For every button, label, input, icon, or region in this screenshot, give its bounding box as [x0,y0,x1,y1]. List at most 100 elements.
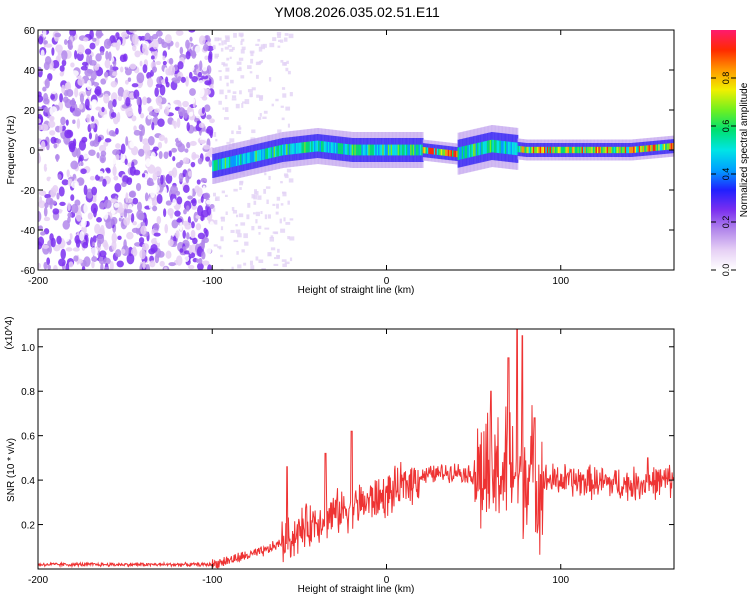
spectrogram-cell [241,249,245,253]
spectrogram-cell [261,268,266,270]
y-tick-label: 0.4 [21,476,35,487]
spectrogram-cell [127,111,134,116]
spectrogram-cell [385,144,388,156]
spectrogram-cell [286,144,289,155]
spectrogram-cell [491,139,494,153]
spectrogram-cell [253,195,258,200]
spectrogram-cell [272,203,276,206]
spectrogram-cell [129,141,135,149]
spectrogram-cell [297,142,300,154]
spectrogram-cell [96,217,102,223]
spectrogram-cell [205,244,212,255]
spectrogram-cell [237,264,242,269]
spectrogram-cell [268,77,272,82]
spectrogram-cell [103,242,109,251]
spectrogram-cell [221,190,225,194]
spectrogram-cell [50,187,57,198]
spectrogram-cell [101,106,105,113]
spectrogram-cell [503,141,506,154]
spectrogram-cell [55,153,59,162]
spectrogram-cell [160,174,164,185]
spectrogram-cell [103,38,112,50]
spectrogram-cell [205,156,211,162]
spectrogram-cell [186,122,190,132]
spectrogram-cell [113,202,120,208]
spectrogram-cell [119,46,123,52]
spectrogram-cell [96,152,100,159]
spectrogram-cell [207,53,213,64]
spectrogram-cell [157,250,165,258]
spectrogram-cell [124,79,129,85]
spectrogram-cell [284,174,289,179]
spectrogram-cell [115,143,121,149]
spectrogram-cell [203,88,212,96]
spectrogram-cell [132,44,137,52]
spectrogram-cell [250,58,254,64]
spectrogram-cell [74,87,79,98]
spectrogram-cell [142,43,148,55]
spectrogram-cell [185,51,191,60]
spectrogram-cell [563,146,566,154]
spectrogram-cell [251,194,256,199]
spectrogram-cell [289,257,293,262]
spectrogram-cell [287,123,290,128]
spectrogram-cell [154,166,162,177]
y-tick-label: 0.2 [21,521,35,532]
spectrogram-cell [131,115,137,122]
spectrogram-cell [151,33,159,40]
spectrogram-cell [520,146,523,153]
spectrogram-cell [84,250,90,257]
spectrogram-cell [426,147,430,154]
spectrogram-cell [592,146,596,154]
spectrogram-cell [155,61,162,66]
spectrogram-cell [630,146,633,154]
spectrogram-cell [175,230,180,239]
spectrogram-cell [348,144,352,156]
spectrogram-cell [177,76,182,82]
spectrogram-cell [651,144,654,152]
spectrogram-cell [86,114,91,123]
spectrogram-cell [511,142,515,155]
spectrogram-cell [510,141,513,155]
spectrogram-cell [257,38,261,42]
spectrogram-cell [84,98,90,110]
spectrogram-cell [180,76,186,83]
spectrogram-cell [436,148,439,155]
spectrogram-cell [44,55,52,65]
spectrogram-cell [486,140,490,154]
spectrogram-cell [203,133,210,138]
spectrogram-cell [103,257,111,265]
spectrogram-cell [256,150,260,162]
spectrogram-cell [83,184,88,196]
spectrogram-cell [49,106,58,117]
spectrogram-cell [204,55,209,61]
spectrogram-cell [44,194,51,199]
spectrogram-cell [269,42,275,48]
spectrogram-cell [428,147,431,154]
spectrogram-cell [201,75,209,80]
spectrogram-cell [196,258,200,264]
spectrogram-cell [263,148,267,160]
spectrogram-cell [115,154,120,161]
spectrogram-cell [261,149,264,161]
spectrogram-cell [176,117,181,129]
x-tick-label: 0 [384,276,390,287]
spectrogram-cell [89,140,95,147]
spectrogram-cell [424,147,427,154]
spectrogram-cell [489,140,492,153]
spectrogram-cell [98,202,105,210]
spectrogram-cell [539,146,543,154]
spectrogram-cell [88,149,96,156]
spectrogram-cell [67,212,72,218]
spectrogram-cell [104,138,112,143]
spectrogram-cell [154,254,160,264]
spectrogram-cell [97,170,104,177]
spectrogram-cell [495,140,498,153]
spectrogram-cell [672,143,674,150]
spectrogram-cell [336,142,339,154]
spectrogram-cell [55,44,63,53]
spectrogram-cell [251,151,254,163]
spectrogram-cell [236,130,242,135]
spectrogram-cell [91,256,98,263]
spectrogram-cell [176,196,183,205]
